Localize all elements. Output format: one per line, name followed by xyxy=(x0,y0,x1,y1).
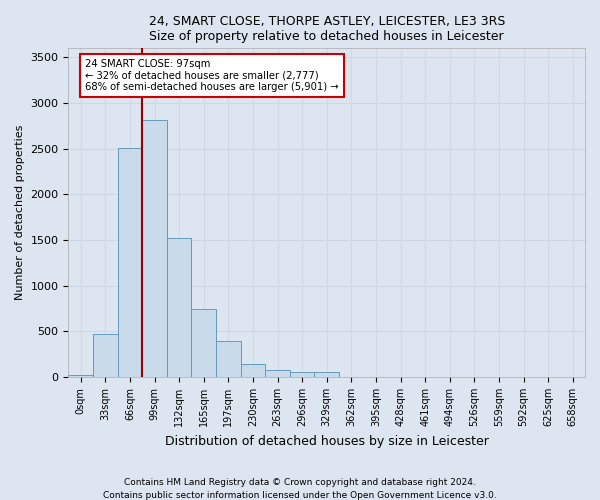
Bar xyxy=(265,370,290,377)
Bar xyxy=(216,342,241,377)
Text: 24 SMART CLOSE: 97sqm
← 32% of detached houses are smaller (2,777)
68% of semi-d: 24 SMART CLOSE: 97sqm ← 32% of detached … xyxy=(85,60,339,92)
X-axis label: Distribution of detached houses by size in Leicester: Distribution of detached houses by size … xyxy=(165,434,488,448)
Bar xyxy=(241,364,265,377)
Bar xyxy=(118,148,142,377)
Text: Contains HM Land Registry data © Crown copyright and database right 2024.
Contai: Contains HM Land Registry data © Crown c… xyxy=(103,478,497,500)
Bar xyxy=(142,120,167,377)
Bar xyxy=(314,372,339,377)
Title: 24, SMART CLOSE, THORPE ASTLEY, LEICESTER, LE3 3RS
Size of property relative to : 24, SMART CLOSE, THORPE ASTLEY, LEICESTE… xyxy=(149,15,505,43)
Bar xyxy=(93,334,118,377)
Bar xyxy=(68,375,93,377)
Bar xyxy=(167,238,191,377)
Bar xyxy=(191,308,216,377)
Y-axis label: Number of detached properties: Number of detached properties xyxy=(15,125,25,300)
Bar xyxy=(290,372,314,377)
